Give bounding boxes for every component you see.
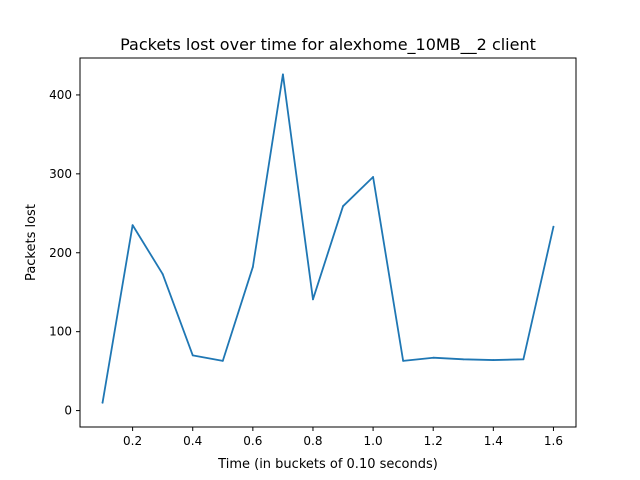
- data-point: [372, 176, 374, 178]
- x-tick-label: 0.2: [123, 434, 142, 448]
- data-point: [221, 359, 224, 362]
- y-tick-label: 400: [49, 88, 72, 102]
- data-point: [402, 359, 405, 362]
- data-point: [432, 356, 435, 359]
- data-point: [312, 298, 314, 301]
- x-tick-label: 0.4: [183, 434, 202, 448]
- series-layer: [101, 73, 555, 404]
- x-tick-label: 0.8: [303, 434, 322, 448]
- data-point: [101, 401, 104, 404]
- y-tick-label: 100: [49, 325, 72, 339]
- x-tick-label: 0.6: [243, 434, 262, 448]
- y-tick-label: 0: [64, 404, 72, 418]
- data-point: [131, 224, 134, 227]
- y-axis-label: Packets lost: [24, 204, 39, 281]
- x-tick-label: 1.6: [544, 434, 563, 448]
- x-axis-label: Time (in buckets of 0.10 seconds): [217, 457, 438, 472]
- plot-frame: [79, 57, 577, 428]
- data-point: [282, 73, 284, 76]
- series-line: [101, 73, 555, 404]
- data-point: [462, 358, 465, 361]
- y-tick-label: 300: [49, 167, 72, 181]
- x-tick-label: 1.2: [424, 434, 443, 448]
- x-tick-label: 1.0: [364, 434, 383, 448]
- ticks-layer: 0.2 0.4 0.6 0.8 1.0 1.2 1.4 1.6 0 100 200 300 400: [49, 88, 563, 448]
- data-point: [191, 354, 194, 357]
- x-tick-label: 1.4: [484, 434, 503, 448]
- data-point: [522, 358, 525, 361]
- data-point: [492, 359, 495, 361]
- data-point: [161, 273, 164, 275]
- y-tick-label: 200: [49, 246, 72, 260]
- data-point: [251, 266, 254, 268]
- data-point: [552, 225, 555, 228]
- chart-title: Packets lost over time for alexhome_10MB…: [120, 35, 536, 55]
- data-point: [342, 205, 344, 208]
